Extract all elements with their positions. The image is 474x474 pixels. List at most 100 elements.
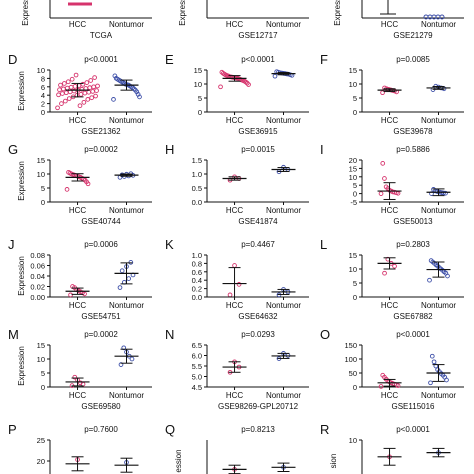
x-tick-label: Nontumor — [421, 391, 456, 400]
y-tick-label: 0 — [353, 190, 357, 199]
dataset-label: GSE50013 — [393, 217, 433, 226]
x-tick-label: Nontumor — [109, 391, 144, 400]
data-point — [63, 90, 69, 96]
data-point — [378, 384, 384, 389]
data-point — [56, 92, 61, 98]
y-tick-label: 5 — [41, 184, 45, 193]
y-axis-label: Expression — [17, 346, 26, 386]
x-tick-label: HCC — [226, 301, 244, 310]
y-tick-label: 0.2 — [192, 285, 202, 294]
x-tick-label: HCC — [69, 206, 87, 215]
p-value-label: p=0.8213 — [241, 425, 275, 434]
y-tick-label: 0.5 — [192, 184, 202, 193]
panel-q: Qp=0.8213essionHCCNontumor — [165, 422, 296, 474]
y-tick-label: 15 — [37, 341, 45, 350]
data-point — [428, 380, 433, 386]
data-point — [90, 89, 96, 94]
dataset-label: GSE98269-GPL20712 — [218, 402, 299, 411]
data-point — [58, 82, 63, 88]
panel-letter: Q — [165, 422, 175, 437]
y-tick-label: 10 — [349, 265, 357, 274]
data-point — [84, 80, 90, 85]
dataset-label: GSE36915 — [238, 127, 278, 136]
y-tick-label: 0 — [41, 198, 45, 207]
y-tick-label: 10 — [194, 80, 202, 89]
data-point — [236, 282, 242, 287]
x-tick-label: HCC — [69, 391, 87, 400]
y-tick-label: 5 — [353, 181, 357, 190]
y-tick-label: 5.0 — [192, 373, 202, 382]
dataset-label: GSE64632 — [238, 312, 278, 321]
data-point — [73, 72, 79, 78]
data-point — [93, 93, 98, 99]
x-tick-label: HCC — [226, 206, 244, 215]
y-tick-label: 10 — [349, 80, 357, 89]
data-point — [62, 98, 68, 104]
data-point — [61, 86, 66, 92]
data-point — [117, 285, 123, 290]
y-tick-label: 1.0 — [192, 170, 202, 179]
data-point — [77, 380, 83, 386]
dataset-label: GSE12717 — [238, 31, 278, 40]
x-tick-label: Nontumor — [109, 20, 144, 29]
x-tick-label: HCC — [381, 20, 399, 29]
y-tick-label: 0 — [353, 383, 357, 392]
panel-letter: P — [8, 422, 17, 437]
y-tick-label: 10 — [349, 173, 357, 182]
x-tick-label: Nontumor — [109, 301, 144, 310]
y-axis-label: Expression — [17, 161, 26, 201]
data-point — [272, 73, 278, 79]
y-axis-label: sion — [329, 454, 338, 469]
y-tick-label: 0.4 — [192, 276, 202, 285]
data-point — [68, 292, 73, 298]
x-tick-label: HCC — [226, 116, 244, 125]
panel-top-1: HCC Nontumor GSE12717 Expression — [178, 0, 309, 40]
y-tick-label: 5 — [198, 94, 202, 103]
data-point — [66, 169, 71, 175]
y-tick-label: 6.5 — [192, 341, 202, 350]
panel-p: Pp=0.7600152025HCCNontumor — [8, 422, 139, 474]
data-point — [57, 87, 62, 93]
dataset-label: GSE41874 — [238, 217, 278, 226]
data-point — [55, 105, 60, 111]
p-value-label: p=0.0002 — [84, 145, 118, 154]
y-tick-label: 10 — [37, 355, 45, 364]
dataset-label: GSE115016 — [392, 402, 436, 411]
y-tick-label: 20 — [37, 457, 45, 466]
x-tick-label: Nontumor — [266, 116, 301, 125]
panel-letter: F — [320, 52, 328, 67]
y-tick-label: 0.6 — [192, 268, 202, 277]
y-axis-label: Expression — [21, 0, 30, 26]
data-point — [91, 84, 96, 90]
y-axis-label: Expression — [178, 0, 187, 26]
data-point — [64, 85, 70, 91]
data-point — [82, 90, 88, 96]
y-tick-label: 15 — [194, 66, 202, 75]
y-tick-label: 5 — [41, 369, 45, 378]
p-value-label: p=0.0293 — [241, 330, 275, 339]
panel-letter: L — [320, 237, 327, 252]
data-point — [111, 97, 116, 102]
panel-letter: R — [320, 422, 329, 437]
data-point — [77, 103, 83, 109]
data-point — [428, 258, 434, 263]
data-point — [86, 89, 92, 95]
data-point — [80, 81, 86, 87]
data-point — [380, 90, 385, 96]
data-point — [66, 96, 72, 101]
y-axis-label: Expression — [17, 71, 26, 111]
data-point — [392, 263, 397, 269]
data-point — [72, 374, 78, 380]
p-value-label: p<0.0001 — [241, 55, 275, 64]
y-tick-label: 50 — [349, 369, 357, 378]
y-tick-label: 10 — [37, 66, 45, 75]
x-tick-label: Nontumor — [266, 391, 301, 400]
y-tick-label: 0 — [41, 108, 45, 117]
y-tick-label: 4 — [41, 91, 45, 100]
y-tick-label: 0.04 — [30, 272, 45, 281]
data-point — [435, 367, 440, 372]
y-tick-label: 1.0 — [192, 251, 202, 260]
